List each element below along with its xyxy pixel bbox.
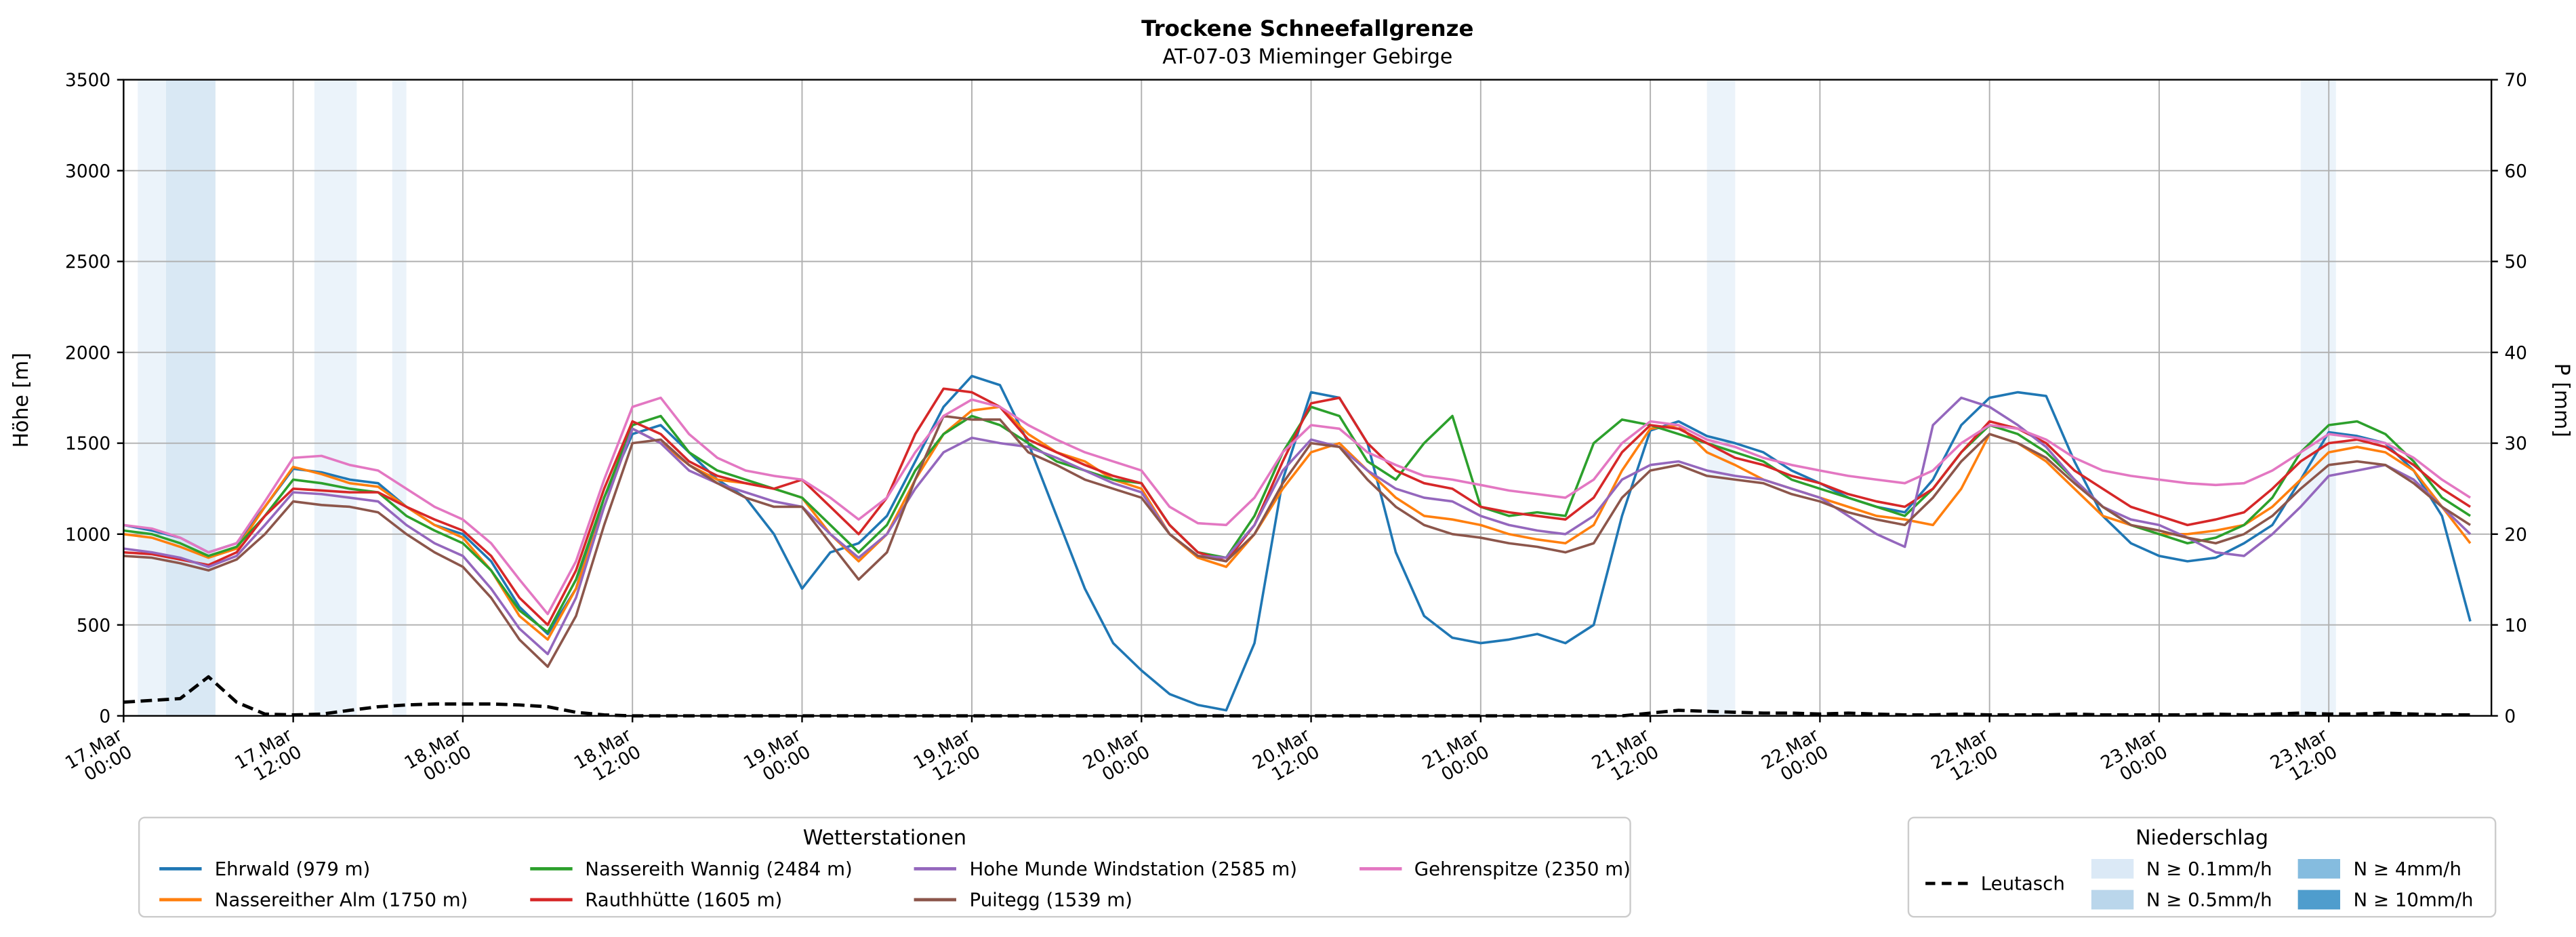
y-tick-label-left: 500	[77, 616, 110, 636]
legend-label: Nassereith Wannig (2484 m)	[585, 856, 853, 879]
legend-precip: Niederschlag Leutasch N ≥ 0.1mm/h N ≥ 0.5m…	[1907, 816, 2497, 918]
y-axis-label-left: Höhe [m]	[9, 353, 33, 447]
x-tick-label: 22.Mar12:00	[1928, 725, 2002, 791]
chart-title: Trockene Schneefallgrenze	[1141, 16, 1473, 41]
legend-line-swatch-rauthhuette	[529, 897, 573, 901]
series-gehrenspitze	[123, 396, 2471, 616]
x-tick-label: 21.Mar12:00	[1589, 725, 1662, 791]
legend-label: N ≥ 0.5mm/h	[2146, 887, 2272, 911]
legend-item-nassereither-alm: Nassereither Alm (1750 m)	[159, 888, 468, 911]
precip-band-0.1	[138, 79, 166, 716]
series-nassereith-wannig	[123, 405, 2471, 634]
y-tick-label-right: 40	[2504, 343, 2527, 363]
x-tick-label: 20.Mar12:00	[1250, 725, 1324, 791]
precip-band-0.5	[165, 79, 216, 716]
legend-item-leutasch: Leutasch	[1925, 872, 2065, 895]
chart-subtitle: AT-07-03 Mieminger Gebirge	[1162, 45, 1452, 69]
legend-line-swatch-puitegg	[914, 897, 957, 901]
x-tick-label: 23.Mar00:00	[2098, 725, 2171, 791]
y-tick-label-left: 1500	[65, 434, 110, 454]
series-nassereither-alm	[123, 405, 2472, 641]
precip-band-0.1	[314, 79, 357, 716]
y-tick-label-right: 0	[2504, 706, 2516, 727]
legend-label: Nassereither Alm (1750 m)	[214, 887, 468, 911]
precip-band-0.1	[2300, 79, 2336, 716]
legend-label: Leutasch	[1980, 872, 2065, 895]
legend-label: Rauthhütte (1605 m)	[585, 887, 783, 911]
legend-stations-title: Wetterstationen	[802, 824, 967, 850]
series-rauthhuette	[123, 387, 2471, 626]
y-tick-label-right: 50	[2504, 252, 2527, 273]
x-tick-label: 17.Mar12:00	[232, 725, 306, 791]
y-tick-label-left: 3000	[65, 161, 110, 182]
y-tick-label-right: 20	[2504, 525, 2527, 545]
series-puitegg	[123, 414, 2471, 669]
legend-precip-title: Niederschlag	[2135, 824, 2269, 850]
plot-area: 0 500 1000 1500 2000 2500 3000 3500 0 10 20 30 40 50 6…	[62, 71, 2527, 791]
series-leutasch	[123, 675, 2470, 718]
legend-line-swatch-nassereith-wannig	[529, 866, 573, 870]
x-tick-label: 22.Mar00:00	[1758, 725, 1832, 791]
y-tick-label-left: 0	[99, 706, 110, 727]
y-tick-label-right: 30	[2504, 434, 2527, 454]
legend-stations: Wetterstationen Ehrwald (979 m) Nassereit…	[138, 816, 1631, 918]
legend-patch-swatch-0.5	[2091, 889, 2133, 909]
precip-band-0.1	[392, 79, 407, 716]
legend-label: N ≥ 4mm/h	[2353, 856, 2461, 879]
legend-label: Gehrenspitze (2350 m)	[1414, 856, 1631, 879]
legend-label: N ≥ 0.1mm/h	[2146, 856, 2272, 879]
y-tick-label-right: 60	[2504, 161, 2527, 182]
x-tick-label: 19.Mar00:00	[741, 725, 815, 791]
legend-precip-items: Leutasch N ≥ 0.1mm/h N ≥ 0.5mm/h N ≥ 4mm/h N…	[1925, 854, 2478, 913]
x-tick-label: 23.Mar12:00	[2267, 725, 2341, 791]
legend-patch-swatch-10	[2297, 889, 2341, 909]
precip-band-0.1	[1706, 79, 1736, 716]
x-tick-label: 18.Mar12:00	[571, 725, 645, 791]
legend-label: N ≥ 10mm/h	[2353, 887, 2474, 911]
legend-item-rauthhuette: Rauthhütte (1605 m)	[529, 887, 853, 911]
x-tick-label: 18.Mar00:00	[401, 725, 475, 791]
x-tick-label: 17.Mar00:00	[62, 725, 136, 791]
legend-item-precip-4: N ≥ 4mm/h	[2297, 856, 2474, 879]
legend-patch-swatch-4	[2297, 858, 2341, 878]
legend-item-gehrenspitze: Gehrenspitze (2350 m)	[1359, 856, 1631, 879]
legend-line-swatch-gehrenspitze	[1359, 866, 1402, 870]
legend-item-puitegg: Puitegg (1539 m)	[914, 888, 1297, 911]
y-tick-label-left: 2000	[65, 343, 110, 363]
legend-label: Puitegg (1539 m)	[969, 887, 1132, 911]
y-tick-label-left: 1000	[65, 525, 110, 545]
legend-line-swatch-ehrwald	[159, 866, 202, 870]
legend-item-precip-0.1: N ≥ 0.1mm/h	[2091, 856, 2272, 879]
series-hohe-munde	[123, 396, 2472, 656]
legend-patch-swatch-0.1	[2091, 858, 2133, 878]
legend-dash-swatch-leutasch	[1925, 881, 1968, 885]
legend-label: Hohe Munde Windstation (2585 m)	[969, 856, 1297, 879]
plot-frame	[123, 79, 2493, 717]
legend-item-hohe-munde: Hohe Munde Windstation (2585 m)	[914, 856, 1297, 879]
x-tick-label: 19.Mar12:00	[910, 725, 984, 791]
y-tick-label-right: 70	[2504, 71, 2527, 91]
legend-line-swatch-nassereither-alm	[159, 897, 202, 901]
series-ehrwald	[123, 374, 2472, 712]
legend-item-nassereith-wannig: Nassereith Wannig (2484 m)	[529, 856, 853, 879]
y-tick-label-left: 2500	[65, 252, 110, 273]
y-axis-label-right: P [mm]	[2550, 363, 2573, 437]
y-tick-label-right: 10	[2504, 616, 2527, 636]
legend-item-precip-0.5: N ≥ 0.5mm/h	[2091, 888, 2272, 911]
y-tick-label-left: 3500	[65, 71, 110, 91]
legend-item-ehrwald: Ehrwald (979 m)	[159, 856, 468, 879]
legend-stations-items: Ehrwald (979 m) Nassereither Alm (1750 m)…	[159, 854, 1631, 913]
legend-item-precip-10: N ≥ 10mm/h	[2297, 887, 2474, 911]
legend-label: Ehrwald (979 m)	[214, 856, 371, 879]
legend-line-swatch-hohe-munde	[914, 866, 957, 870]
x-tick-label: 21.Mar00:00	[1419, 725, 1493, 791]
x-tick-label: 20.Mar00:00	[1080, 725, 1153, 791]
